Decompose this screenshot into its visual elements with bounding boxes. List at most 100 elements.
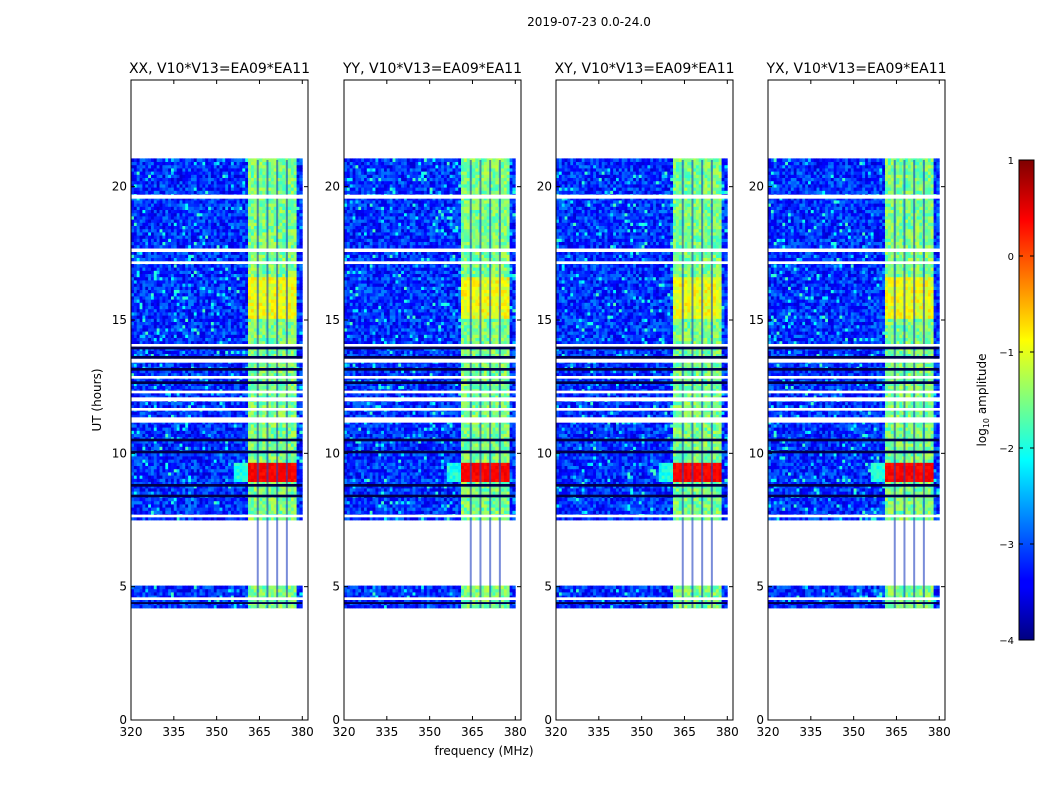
y-tick-label: 10 xyxy=(537,446,552,460)
dark-row xyxy=(344,438,516,442)
dark-row xyxy=(131,356,303,359)
flag-gap xyxy=(768,248,945,252)
flag-gap xyxy=(556,390,733,394)
dark-row xyxy=(131,368,303,371)
flag-gap xyxy=(131,408,308,411)
y-tick-label: 0 xyxy=(119,713,127,727)
dark-row xyxy=(344,381,516,384)
colorbar-tick-label: 1 xyxy=(1008,156,1014,167)
flag-gap xyxy=(768,261,945,264)
x-tick-label: 320 xyxy=(333,725,356,739)
dark-row xyxy=(556,346,728,350)
x-tick-label: 365 xyxy=(885,725,908,739)
x-tick-label: 365 xyxy=(673,725,696,739)
x-tick-label: 350 xyxy=(205,725,228,739)
flag-gap xyxy=(556,261,733,264)
y-tick-label: 5 xyxy=(756,580,764,594)
flag-gap xyxy=(131,376,308,379)
flag-gap xyxy=(131,397,308,402)
spectrogram xyxy=(344,158,521,609)
dark-row xyxy=(768,381,940,384)
panel-xy: XY, V10*V13=EA09*EA11 320 335 350 365 380 0 5 10… xyxy=(537,61,739,739)
flag-gap xyxy=(344,344,521,347)
dark-row xyxy=(344,602,516,604)
colorbar: 1 0 −1 −2 −3 −4 log10 amplitude xyxy=(975,156,1035,647)
dark-row xyxy=(131,381,303,384)
y-tick-label: 15 xyxy=(749,313,764,327)
flag-gap xyxy=(344,248,521,252)
flag-gap xyxy=(131,358,308,363)
flag-gap xyxy=(344,390,521,394)
y-tick-label: 20 xyxy=(325,180,340,194)
flag-gap xyxy=(556,397,733,402)
flag-gap xyxy=(768,390,945,394)
dark-row xyxy=(556,368,728,371)
dark-row xyxy=(768,484,940,487)
panel-yx: YX, V10*V13=EA09*EA11 320 335 350 365 380 0 5 10… xyxy=(749,61,951,739)
spectrogram xyxy=(131,158,308,609)
y-tick-label: 20 xyxy=(537,180,552,194)
dark-row xyxy=(131,494,303,498)
spectrogram xyxy=(768,158,945,609)
dark-row xyxy=(344,494,516,498)
flag-gap xyxy=(556,344,733,347)
dark-row xyxy=(131,438,303,442)
y-tick-label: 20 xyxy=(112,180,127,194)
dark-row xyxy=(344,368,516,371)
flag-gap xyxy=(768,358,945,363)
x-tick-label: 380 xyxy=(504,725,527,739)
flag-gap xyxy=(131,248,308,252)
y-tick-label: 5 xyxy=(119,580,127,594)
y-tick-label: 5 xyxy=(332,580,340,594)
dark-row xyxy=(344,484,516,487)
plot-frame xyxy=(767,79,946,721)
panel-title: YX, V10*V13=EA09*EA11 xyxy=(765,61,946,77)
flag-gap xyxy=(768,514,945,518)
flag-gap xyxy=(556,417,733,423)
y-tick-label: 5 xyxy=(544,580,552,594)
flag-gap xyxy=(131,194,308,199)
colorbar-tick-label: −2 xyxy=(999,444,1014,455)
x-tick-label: 365 xyxy=(248,725,271,739)
flag-gap xyxy=(768,597,945,600)
dark-row xyxy=(131,484,303,487)
dark-row xyxy=(556,484,728,487)
flag-gap xyxy=(131,597,308,600)
flag-gap xyxy=(768,417,945,423)
flag-gap xyxy=(556,376,733,379)
colorbar-tick-label: −3 xyxy=(999,540,1014,551)
flag-gap xyxy=(344,408,521,411)
dark-row xyxy=(131,450,303,454)
y-tick-label: 0 xyxy=(756,713,764,727)
y-tick-label: 15 xyxy=(537,313,552,327)
dark-row xyxy=(344,356,516,359)
flag-gap xyxy=(768,408,945,411)
flag-gap xyxy=(344,376,521,379)
flag-gap xyxy=(556,597,733,600)
x-tick-label: 350 xyxy=(630,725,653,739)
x-tick-label: 320 xyxy=(545,725,568,739)
x-tick-label: 320 xyxy=(757,725,780,739)
colorbar-label: log10 amplitude xyxy=(975,354,991,447)
dark-row xyxy=(556,450,728,454)
dark-row xyxy=(768,356,940,359)
dark-row xyxy=(768,602,940,604)
flag-gap xyxy=(131,514,308,518)
dark-row xyxy=(768,494,940,498)
flag-gap xyxy=(344,514,521,518)
x-axis-label: frequency (MHz) xyxy=(434,744,533,758)
dark-row xyxy=(768,450,940,454)
dark-row xyxy=(344,450,516,454)
colorbar-tick-label: 0 xyxy=(1008,252,1014,263)
panel-title: XX, V10*V13=EA09*EA11 xyxy=(129,61,310,77)
flag-gap xyxy=(556,248,733,252)
x-tick-label: 335 xyxy=(162,725,185,739)
colorbar-tick-label: −4 xyxy=(999,636,1014,647)
x-tick-label: 380 xyxy=(291,725,314,739)
colorbar-ticks: 1 0 −1 −2 −3 −4 xyxy=(999,156,1034,647)
y-tick-label: 0 xyxy=(332,713,340,727)
figure-title: 2019-07-23 0.0-24.0 xyxy=(527,15,651,29)
dark-row xyxy=(556,438,728,442)
panel-title: YY, V10*V13=EA09*EA11 xyxy=(342,61,522,77)
